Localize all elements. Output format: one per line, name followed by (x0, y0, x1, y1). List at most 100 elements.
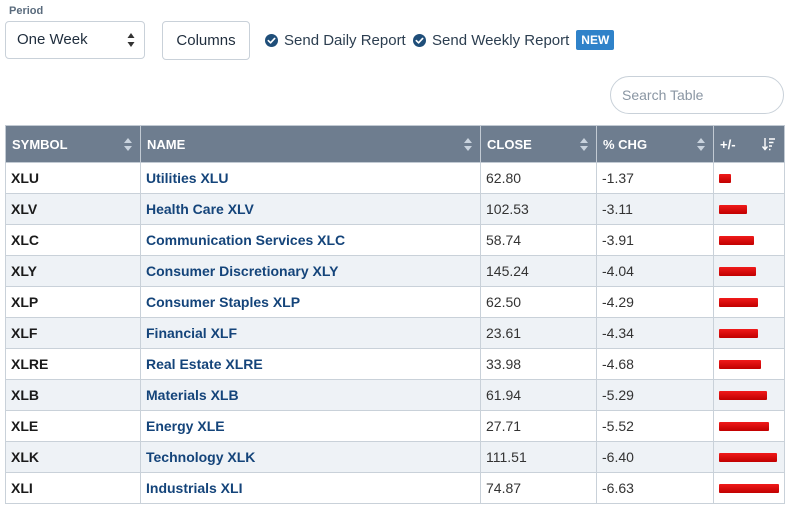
symbol-cell: XLI (5, 472, 141, 504)
sector-name-link[interactable]: Consumer Discretionary XLY (146, 263, 339, 279)
symbol-cell: XLP (5, 286, 141, 318)
sector-name-link[interactable]: Health Care XLV (146, 201, 254, 217)
name-cell: Industrials XLI (140, 472, 481, 504)
name-cell: Energy XLE (140, 410, 481, 442)
column-header-name[interactable]: NAME (140, 125, 481, 163)
change-bar-cell (713, 348, 785, 380)
pct-chg-cell: -3.91 (596, 224, 714, 256)
close-cell: 27.71 (480, 410, 597, 442)
sort-descending-icon (762, 138, 775, 151)
sector-name-link[interactable]: Utilities XLU (146, 170, 229, 186)
period-label: Period (9, 5, 44, 17)
pct-chg-cell: -4.29 (596, 286, 714, 318)
weekly-report-label: Send Weekly Report (432, 31, 570, 49)
table-row[interactable]: XLK Technology XLK 111.51 -6.40 (5, 441, 785, 473)
name-cell: Communication Services XLC (140, 224, 481, 256)
change-bar (719, 174, 731, 183)
search-table-input[interactable] (610, 76, 784, 114)
sector-name-link[interactable]: Materials XLB (146, 387, 239, 403)
pct-chg-cell: -6.63 (596, 472, 714, 504)
name-cell: Utilities XLU (140, 162, 481, 194)
close-cell: 111.51 (480, 441, 597, 473)
close-cell: 61.94 (480, 379, 597, 411)
close-cell: 62.50 (480, 286, 597, 318)
change-bar (719, 360, 761, 369)
symbol-cell: XLK (5, 441, 141, 473)
column-header-pct-chg[interactable]: % CHG (596, 125, 714, 163)
change-bar-cell (713, 255, 785, 287)
column-header-plus-minus[interactable]: +/- (713, 125, 785, 163)
name-cell: Technology XLK (140, 441, 481, 473)
name-cell: Real Estate XLRE (140, 348, 481, 380)
table-row[interactable]: XLY Consumer Discretionary XLY 145.24 -4.04 (5, 255, 785, 287)
table-row[interactable]: XLF Financial XLF 23.61 -4.34 (5, 317, 785, 349)
select-arrows-icon (127, 33, 135, 47)
check-circle-icon (413, 33, 426, 47)
filter-toolbar: Period One Week Columns Send Daily Repor… (0, 0, 794, 70)
symbol-cell: XLV (5, 193, 141, 225)
table-row[interactable]: XLV Health Care XLV 102.53 -3.11 (5, 193, 785, 225)
pct-chg-cell: -5.52 (596, 410, 714, 442)
sort-icon (580, 138, 588, 151)
table-row[interactable]: XLRE Real Estate XLRE 33.98 -4.68 (5, 348, 785, 380)
change-bar-cell (713, 379, 785, 411)
table-row[interactable]: XLB Materials XLB 61.94 -5.29 (5, 379, 785, 411)
change-bar-cell (713, 224, 785, 256)
table-header-row: SYMBOL NAME CLOSE % CHG +/- (5, 125, 785, 163)
change-bar (719, 484, 779, 493)
column-header-label: SYMBOL (12, 136, 68, 152)
name-cell: Consumer Discretionary XLY (140, 255, 481, 287)
new-badge: NEW (576, 30, 615, 50)
column-header-label: +/- (720, 136, 736, 152)
column-header-label: NAME (147, 136, 186, 152)
table-row[interactable]: XLE Energy XLE 27.71 -5.52 (5, 410, 785, 442)
table-row[interactable]: XLU Utilities XLU 62.80 -1.37 (5, 162, 785, 194)
column-header-close[interactable]: CLOSE (480, 125, 597, 163)
change-bar-cell (713, 162, 785, 194)
daily-report-option[interactable]: Send Daily Report (265, 30, 406, 50)
period-select-value: One Week (17, 31, 88, 48)
sector-name-link[interactable]: Communication Services XLC (146, 232, 346, 248)
columns-button[interactable]: Columns (162, 21, 250, 60)
table-row[interactable]: XLI Industrials XLI 74.87 -6.63 (5, 472, 785, 504)
change-bar (719, 298, 758, 307)
symbol-cell: XLB (5, 379, 141, 411)
sector-name-link[interactable]: Consumer Staples XLP (146, 294, 301, 310)
pct-chg-cell: -4.34 (596, 317, 714, 349)
pct-chg-cell: -6.40 (596, 441, 714, 473)
name-cell: Financial XLF (140, 317, 481, 349)
pct-chg-cell: -4.04 (596, 255, 714, 287)
change-bar (719, 329, 758, 338)
sort-icon (464, 138, 472, 151)
symbol-cell: XLRE (5, 348, 141, 380)
change-bar (719, 453, 777, 462)
table-row[interactable]: XLP Consumer Staples XLP 62.50 -4.29 (5, 286, 785, 318)
symbol-cell: XLF (5, 317, 141, 349)
table-row[interactable]: XLC Communication Services XLC 58.74 -3.91 (5, 224, 785, 256)
change-bar-cell (713, 472, 785, 504)
change-bar-cell (713, 317, 785, 349)
column-header-symbol[interactable]: SYMBOL (5, 125, 141, 163)
weekly-report-option[interactable]: Send Weekly Report NEW (413, 30, 615, 50)
close-cell: 74.87 (480, 472, 597, 504)
change-bar-cell (713, 441, 785, 473)
check-circle-icon (265, 33, 278, 47)
symbol-cell: XLC (5, 224, 141, 256)
change-bar (719, 205, 747, 214)
close-cell: 145.24 (480, 255, 597, 287)
sector-name-link[interactable]: Real Estate XLRE (146, 356, 263, 372)
change-bar-cell (713, 410, 785, 442)
sector-name-link[interactable]: Financial XLF (146, 325, 238, 341)
daily-report-label: Send Daily Report (284, 31, 406, 49)
sort-icon (697, 138, 705, 151)
pct-chg-cell: -4.68 (596, 348, 714, 380)
period-select[interactable]: One Week (5, 21, 145, 59)
sector-table: SYMBOL NAME CLOSE % CHG +/- (5, 125, 785, 504)
sector-name-link[interactable]: Technology XLK (146, 449, 256, 465)
sector-name-link[interactable]: Energy XLE (146, 418, 225, 434)
name-cell: Materials XLB (140, 379, 481, 411)
symbol-cell: XLU (5, 162, 141, 194)
change-bar-cell (713, 286, 785, 318)
sector-name-link[interactable]: Industrials XLI (146, 480, 243, 496)
sort-icon (124, 138, 132, 151)
